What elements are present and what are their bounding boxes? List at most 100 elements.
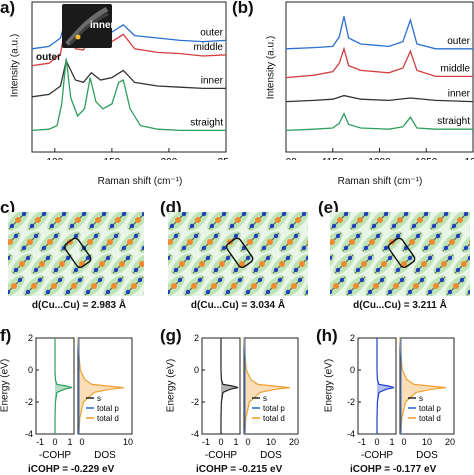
atom-n — [225, 255, 231, 261]
cohp-x-tick: -1 — [36, 437, 44, 447]
atom-n — [101, 245, 107, 251]
atom-n — [305, 289, 308, 295]
atom-n — [53, 267, 59, 273]
atom-n — [395, 233, 401, 239]
panel-b-xlabel: Raman shift (cm⁻¹) — [337, 176, 423, 187]
atom-cu — [421, 261, 427, 267]
atom-n — [245, 255, 251, 261]
legend-label: total p — [97, 404, 119, 413]
atom-n — [141, 245, 144, 251]
dos-x-tick: 10 — [266, 437, 276, 447]
atom-cu — [417, 217, 423, 223]
atom-n — [13, 233, 19, 239]
atom-n — [359, 277, 365, 283]
atom-n — [261, 245, 267, 251]
atom-cu — [19, 261, 25, 267]
series-label-straight: straight — [437, 116, 470, 127]
atom-cu — [239, 261, 245, 267]
atom-n — [93, 267, 99, 273]
atom-n — [407, 255, 413, 261]
atom-n — [371, 223, 377, 229]
highlight-box — [225, 237, 254, 269]
structure-image-c — [8, 212, 144, 296]
atom-n — [301, 245, 307, 251]
atom-cu — [51, 283, 57, 289]
series-line-outer — [285, 16, 473, 50]
atom-cu — [251, 283, 257, 289]
atom-n — [403, 212, 409, 217]
panel-label-g: (g) — [160, 326, 182, 345]
atom-cu — [413, 283, 419, 289]
atom-n — [339, 277, 345, 283]
atom-n — [301, 212, 307, 217]
series-label-outer: outer — [200, 27, 223, 38]
atom-n — [285, 255, 291, 261]
atom-n — [399, 277, 405, 283]
x-tick-label: 130 — [465, 157, 474, 160]
atom-n — [375, 267, 381, 273]
atom-n — [73, 233, 79, 239]
atom-n — [45, 289, 51, 295]
y-tick-label: 0 — [28, 365, 33, 375]
atom-cu — [175, 217, 181, 223]
atom-cu — [219, 261, 225, 267]
atom-n — [407, 289, 413, 295]
panel-f-ylabel: Energy (eV) — [0, 358, 11, 413]
atom-cu — [119, 261, 125, 267]
x-tick-label: 250 — [218, 157, 228, 160]
atom-n — [168, 255, 171, 261]
atom-cu — [87, 239, 93, 245]
atom-cu — [171, 283, 177, 289]
atom-n — [41, 212, 47, 217]
atom-cu — [115, 217, 121, 223]
atom-n — [201, 212, 207, 217]
atom-n — [355, 233, 361, 239]
annotation-outer: outer — [36, 52, 61, 63]
structure-label-d: d(Cu...Cu) = 3.034 Å — [190, 300, 286, 311]
atom-n — [335, 267, 341, 273]
y-tick-label: -2 — [25, 397, 33, 407]
atom-n — [253, 267, 259, 273]
atom-cu — [131, 283, 137, 289]
atom-n — [423, 245, 429, 251]
atom-cu — [255, 217, 261, 223]
cohp-line — [54, 338, 73, 434]
atom-n — [229, 223, 235, 229]
atom-n — [121, 212, 127, 217]
atom-n — [375, 233, 381, 239]
atom-n — [249, 223, 255, 229]
dos-x-tick: 0 — [245, 437, 250, 447]
atom-cu — [429, 239, 435, 245]
atom-cu — [31, 283, 37, 289]
atom-cu — [267, 239, 273, 245]
y-tick-label: 2 — [350, 333, 355, 343]
atom-n — [93, 233, 99, 239]
dos-line-total-d — [399, 337, 446, 435]
atom-n — [105, 255, 111, 261]
annotation-inner: inner — [90, 20, 115, 31]
panel-label-h: (h) — [316, 326, 338, 345]
atom-cu — [275, 217, 281, 223]
x-tick-label: 1200 — [368, 157, 391, 160]
series-label-middle: middle — [441, 63, 471, 74]
atom-n — [29, 223, 35, 229]
atom-n — [343, 245, 349, 251]
atom-n — [113, 233, 119, 239]
y-tick-label: -2 — [191, 397, 199, 407]
highlight-box — [387, 237, 416, 269]
atom-n — [427, 255, 433, 261]
atom-n — [415, 267, 421, 273]
atom-n — [33, 267, 39, 273]
atom-cu — [361, 261, 367, 267]
atom-n — [61, 212, 67, 217]
atom-cu — [195, 217, 201, 223]
atom-n — [173, 233, 179, 239]
dos-fill — [400, 338, 446, 434]
atom-n — [201, 245, 207, 251]
atom-cu — [35, 217, 41, 223]
atom-cu — [8, 239, 13, 245]
atom-n — [37, 277, 43, 283]
atom-cu — [271, 283, 277, 289]
atom-n — [395, 267, 401, 273]
